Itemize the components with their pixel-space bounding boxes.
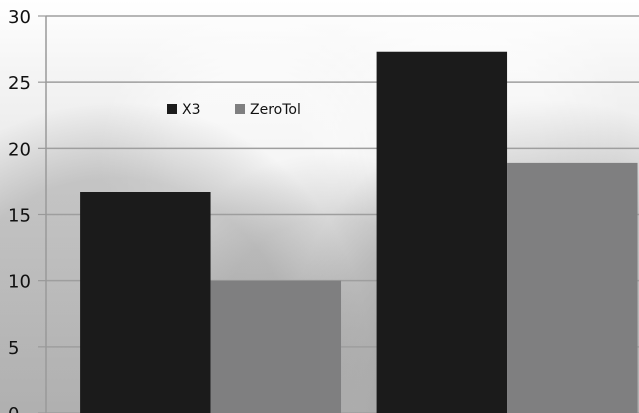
bar-zerotol-1 [210, 280, 342, 413]
legend-label-x3: X3 [182, 102, 201, 118]
legend-swatch-x3 [167, 104, 177, 114]
y-tick-label-6: 0 [8, 404, 19, 413]
legend-label-zerotol: ZeroTol [250, 102, 301, 118]
y-tick-label-4: 10 [8, 272, 31, 293]
y-tick-label-0: 30 [8, 7, 31, 28]
y-tick-label-3: 15 [8, 206, 31, 227]
y-tick-label-2: 20 [8, 139, 31, 160]
legend-swatch-zerotol [235, 104, 245, 114]
bar-x3-2 [376, 51, 508, 413]
y-tick-label-5: 5 [8, 338, 19, 359]
bar-x3-1 [80, 192, 211, 413]
y-tick-label-1: 25 [8, 73, 31, 94]
bar-layer [80, 51, 638, 413]
bar-zerotol-2 [507, 162, 638, 413]
axis-layer: 30 25 20 15 10 5 0 [8, 7, 47, 413]
legend: X3 ZeroTol [167, 102, 301, 118]
